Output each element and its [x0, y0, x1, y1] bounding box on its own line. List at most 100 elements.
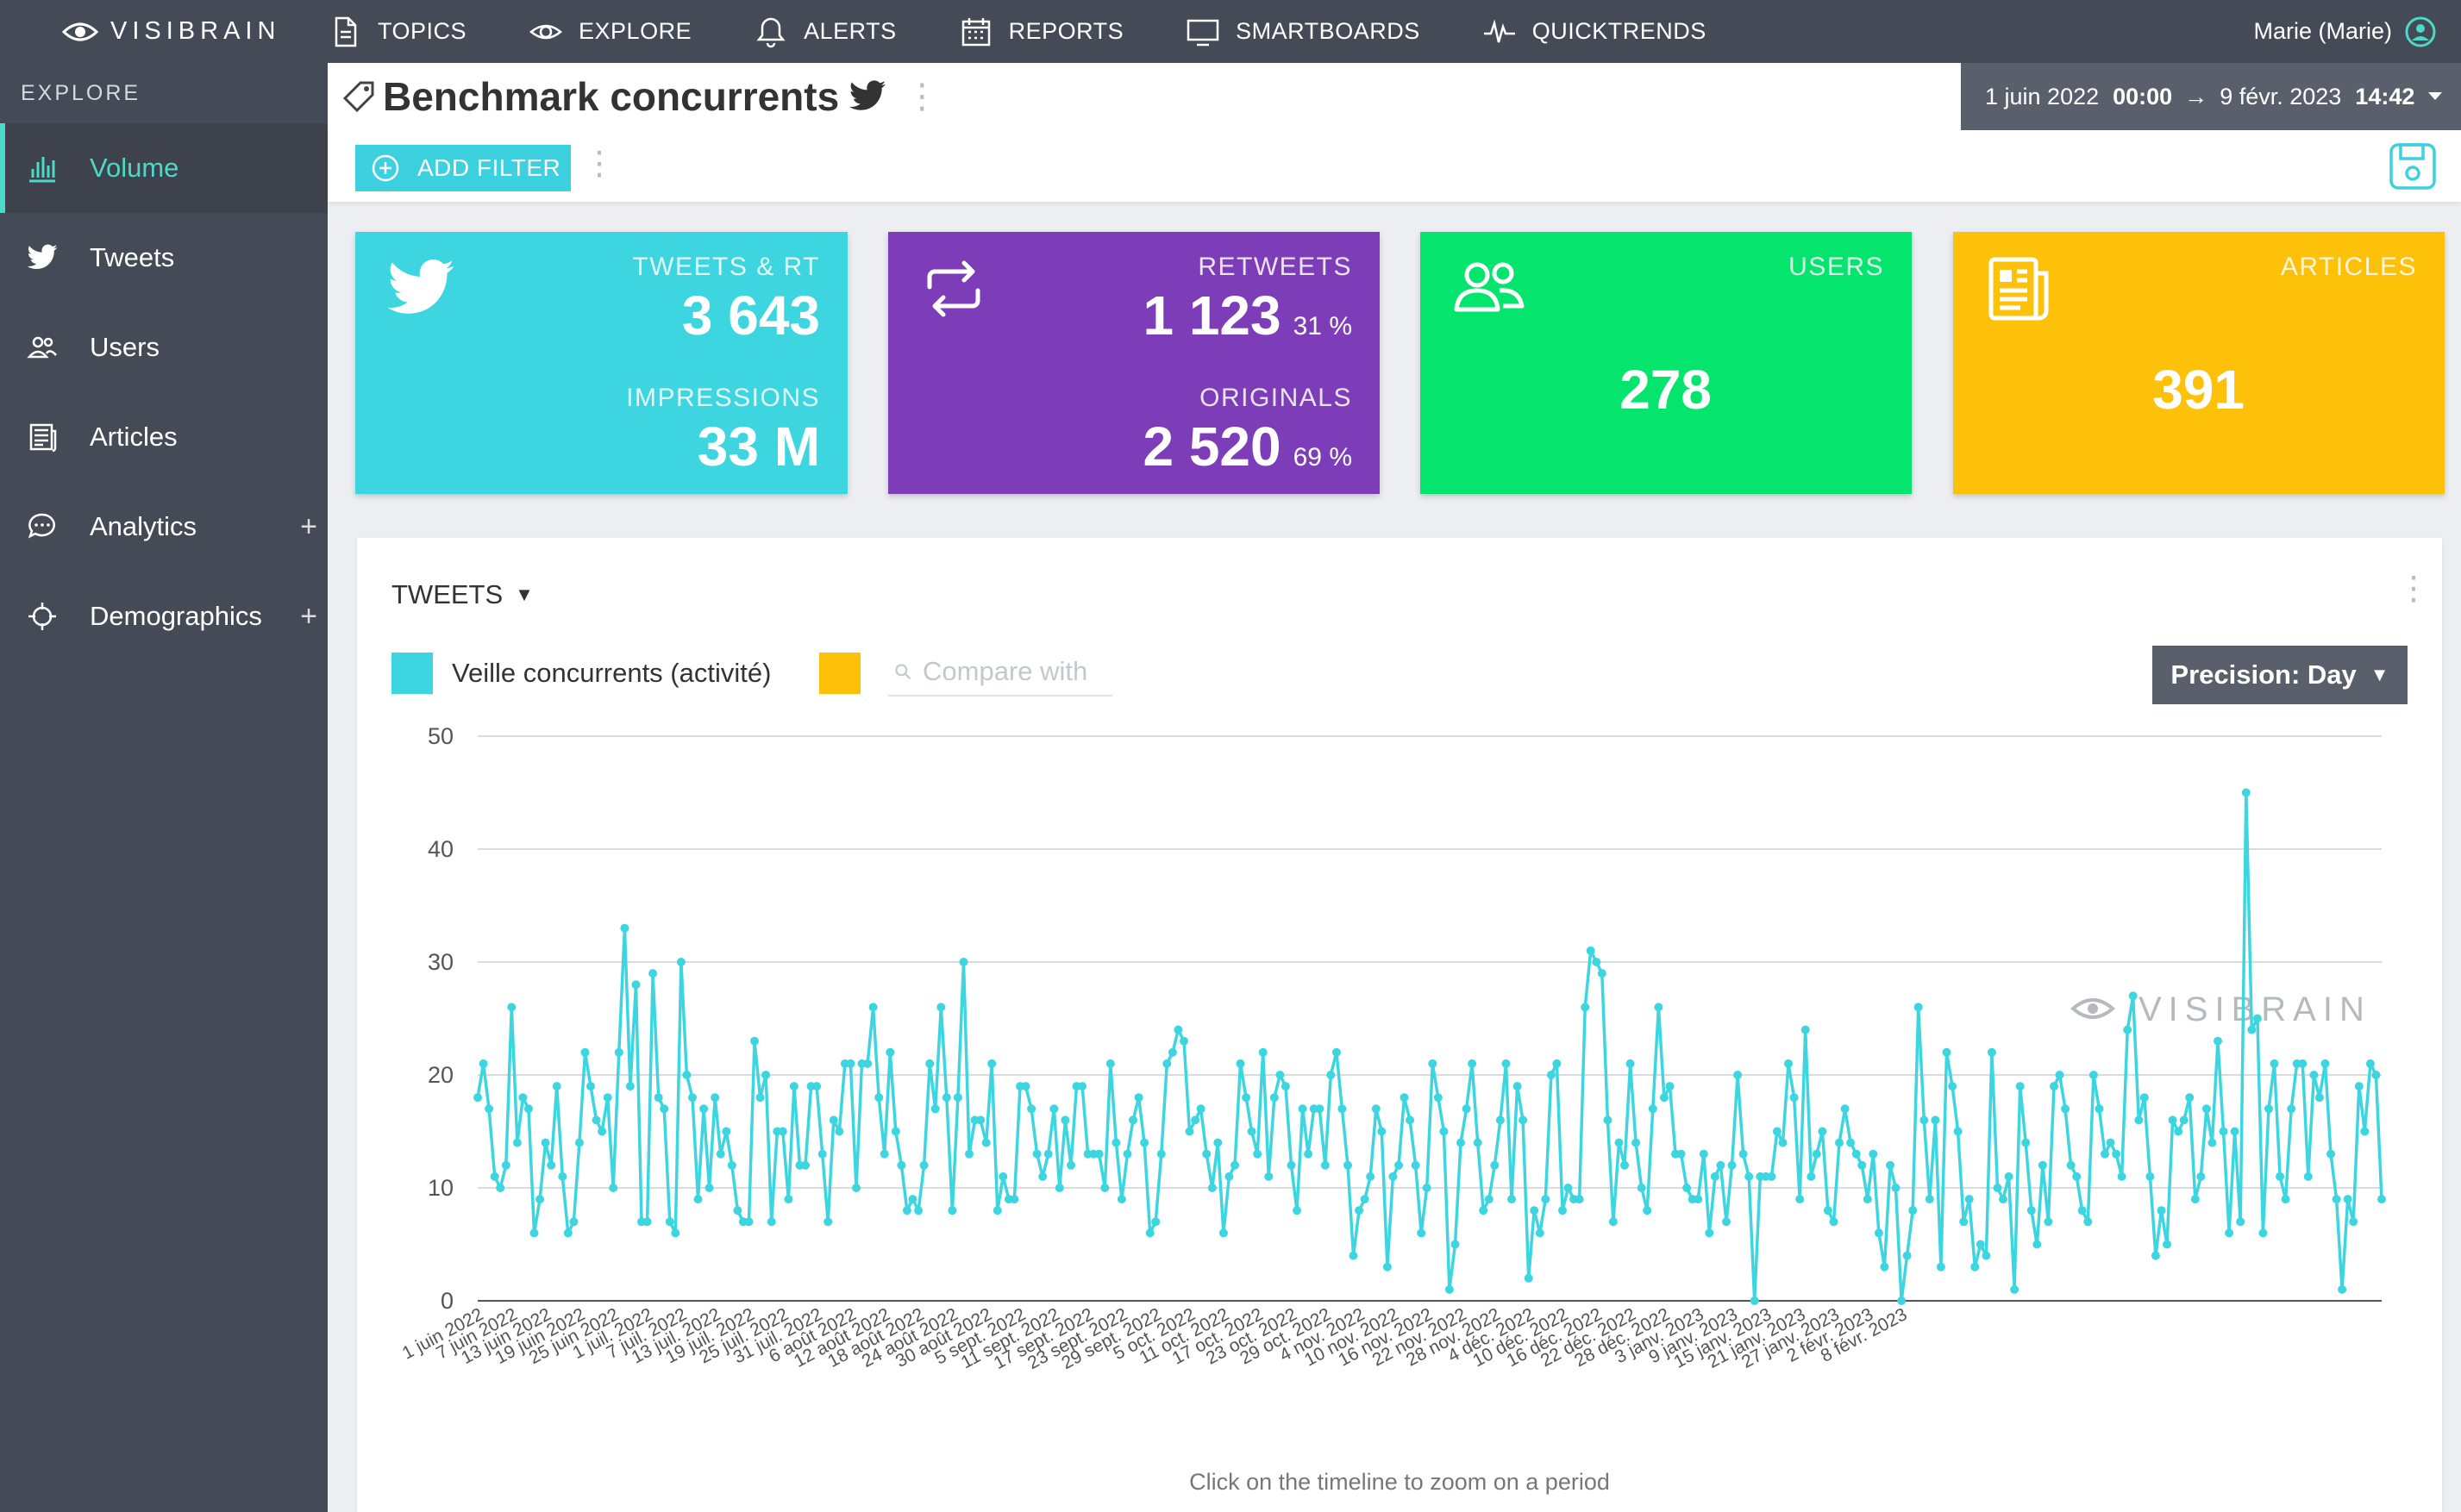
- data-point[interactable]: [524, 1104, 533, 1114]
- data-point[interactable]: [1964, 1195, 1974, 1204]
- data-point[interactable]: [1507, 1195, 1516, 1204]
- data-point[interactable]: [2088, 1071, 2098, 1079]
- data-point[interactable]: [2303, 1171, 2313, 1181]
- data-point[interactable]: [479, 1059, 488, 1068]
- data-point[interactable]: [1032, 1149, 1042, 1159]
- data-point[interactable]: [1462, 1104, 1471, 1114]
- data-point[interactable]: [671, 1228, 680, 1238]
- data-point[interactable]: [1863, 1195, 1872, 1204]
- data-point[interactable]: [2309, 1071, 2319, 1079]
- data-point[interactable]: [1546, 1071, 1556, 1079]
- data-point[interactable]: [1168, 1047, 1177, 1057]
- data-point[interactable]: [547, 1160, 556, 1170]
- data-point[interactable]: [1789, 1093, 1799, 1103]
- data-point[interactable]: [1970, 1262, 1980, 1271]
- data-point[interactable]: [1304, 1149, 1313, 1159]
- data-point[interactable]: [981, 1138, 991, 1147]
- data-point[interactable]: [1767, 1171, 1776, 1181]
- data-point[interactable]: [1247, 1127, 1256, 1136]
- data-point[interactable]: [1625, 1059, 1635, 1068]
- data-point[interactable]: [693, 1195, 703, 1204]
- panel-kebab-icon[interactable]: ⋮: [2397, 571, 2430, 607]
- data-point[interactable]: [518, 1093, 528, 1103]
- data-point[interactable]: [1371, 1104, 1381, 1114]
- data-point[interactable]: [603, 1093, 612, 1103]
- data-point[interactable]: [2371, 1071, 2381, 1079]
- data-point[interactable]: [1078, 1082, 1087, 1091]
- data-point[interactable]: [1993, 1184, 2002, 1192]
- data-point[interactable]: [1812, 1149, 1821, 1159]
- data-point[interactable]: [1337, 1104, 1347, 1114]
- data-point[interactable]: [1400, 1093, 1409, 1103]
- data-point[interactable]: [558, 1171, 567, 1181]
- data-point[interactable]: [1105, 1059, 1115, 1068]
- data-point[interactable]: [2083, 1217, 2093, 1227]
- data-point[interactable]: [485, 1104, 494, 1114]
- data-point[interactable]: [1439, 1127, 1449, 1136]
- data-point[interactable]: [665, 1217, 674, 1227]
- data-point[interactable]: [1444, 1284, 1454, 1294]
- data-point[interactable]: [1253, 1149, 1262, 1159]
- data-point[interactable]: [2128, 991, 2138, 1001]
- data-point[interactable]: [744, 1217, 754, 1227]
- data-point[interactable]: [2225, 1228, 2234, 1238]
- data-point[interactable]: [1185, 1127, 1194, 1136]
- card-tweets[interactable]: TWEETS & RT 3 643 IMPRESSIONS 33 M: [355, 232, 848, 494]
- data-point[interactable]: [1242, 1093, 1251, 1103]
- data-point[interactable]: [2050, 1082, 2058, 1091]
- data-point[interactable]: [1428, 1059, 1437, 1068]
- compare-with-field[interactable]: [888, 648, 1112, 697]
- data-point[interactable]: [1388, 1171, 1398, 1181]
- data-point[interactable]: [2038, 1160, 2047, 1170]
- data-point[interactable]: [1953, 1127, 1963, 1136]
- data-point[interactable]: [1331, 1047, 1341, 1057]
- data-point[interactable]: [1851, 1149, 1861, 1159]
- data-point[interactable]: [880, 1149, 889, 1159]
- data-point[interactable]: [563, 1228, 573, 1238]
- data-point[interactable]: [1750, 1296, 1759, 1305]
- data-point[interactable]: [829, 1115, 838, 1125]
- data-point[interactable]: [2377, 1195, 2386, 1204]
- data-point[interactable]: [2004, 1171, 2013, 1181]
- data-point[interactable]: [1648, 1104, 1657, 1114]
- data-point[interactable]: [614, 1047, 623, 1057]
- data-point[interactable]: [2354, 1082, 2364, 1091]
- data-point[interactable]: [2117, 1171, 2126, 1181]
- data-point[interactable]: [625, 1082, 635, 1091]
- data-point[interactable]: [993, 1206, 1002, 1215]
- data-point[interactable]: [1908, 1206, 1918, 1215]
- data-point[interactable]: [930, 1104, 940, 1114]
- data-point[interactable]: [609, 1184, 618, 1192]
- data-point[interactable]: [1541, 1195, 1550, 1204]
- data-point[interactable]: [789, 1082, 798, 1091]
- app-logo[interactable]: VISIBRAIN: [0, 17, 328, 46]
- data-point[interactable]: [2241, 788, 2251, 797]
- data-point[interactable]: [727, 1160, 736, 1170]
- data-point[interactable]: [1846, 1138, 1856, 1147]
- data-point[interactable]: [1654, 1003, 1663, 1012]
- data-point[interactable]: [1417, 1228, 1426, 1238]
- data-point[interactable]: [1959, 1217, 1969, 1227]
- data-point[interactable]: [1180, 1036, 1188, 1046]
- data-point[interactable]: [2276, 1171, 2285, 1181]
- data-point[interactable]: [2106, 1138, 2115, 1147]
- data-point[interactable]: [2343, 1195, 2352, 1204]
- data-point[interactable]: [660, 1104, 669, 1114]
- data-point[interactable]: [2021, 1138, 2031, 1147]
- data-point[interactable]: [1067, 1160, 1075, 1170]
- data-point[interactable]: [1269, 1093, 1279, 1103]
- data-point[interactable]: [1377, 1127, 1387, 1136]
- data-point[interactable]: [1207, 1184, 1217, 1192]
- data-point[interactable]: [1202, 1149, 1212, 1159]
- data-point[interactable]: [1874, 1228, 1883, 1238]
- data-point[interactable]: [1716, 1160, 1725, 1170]
- data-point[interactable]: [733, 1206, 742, 1215]
- filter-kebab-icon[interactable]: ⋮: [583, 146, 616, 182]
- data-point[interactable]: [569, 1217, 579, 1227]
- data-point[interactable]: [2055, 1071, 2064, 1079]
- data-point[interactable]: [1982, 1251, 1991, 1260]
- expand-plus-icon[interactable]: +: [300, 599, 317, 633]
- data-point[interactable]: [936, 1003, 946, 1012]
- data-point[interactable]: [1976, 1240, 1985, 1249]
